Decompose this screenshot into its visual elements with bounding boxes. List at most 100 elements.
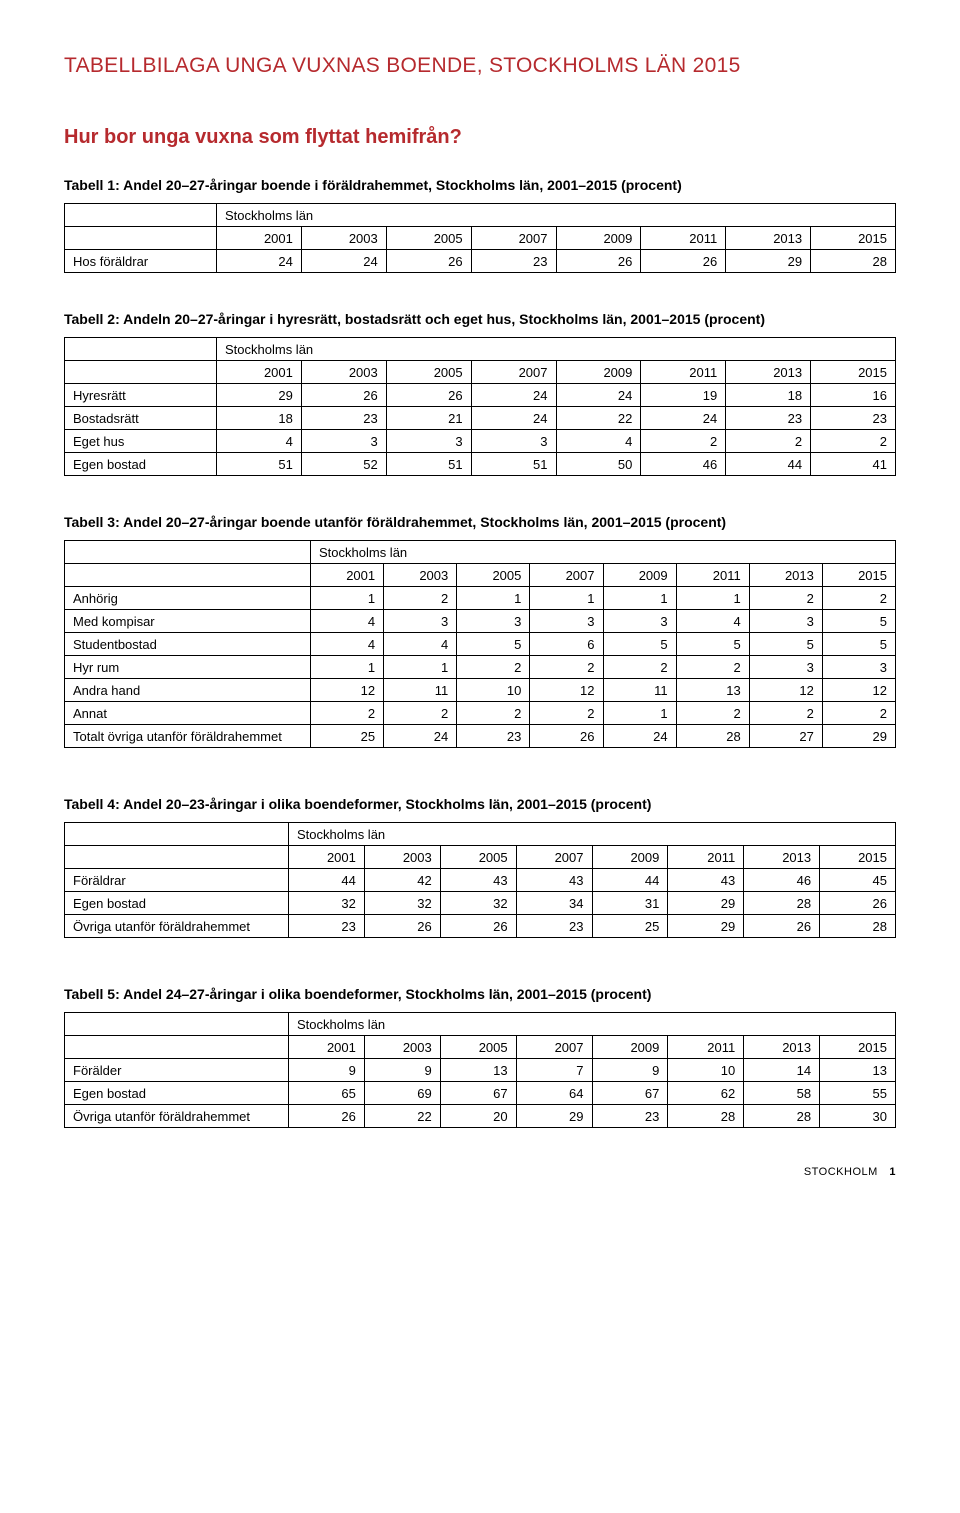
table-cell: 2: [726, 430, 811, 453]
table-row-label: Andra hand: [65, 679, 311, 702]
table-year-header: 2011: [641, 361, 726, 384]
table-5-caption: Tabell 5: Andel 24–27-åringar i olika bo…: [64, 986, 896, 1002]
table-row: Totalt övriga utanför föräldrahemmet2524…: [65, 725, 896, 748]
table-cell: 2: [384, 587, 457, 610]
table-cell: 1: [311, 656, 384, 679]
table-year-header: 2001: [217, 361, 302, 384]
table-4: Stockholms län20012003200520072009201120…: [64, 822, 896, 938]
table-cell: 23: [516, 915, 592, 938]
table-cell: 50: [556, 453, 641, 476]
table-cell: 12: [822, 679, 895, 702]
table-cell: 28: [820, 915, 896, 938]
table-cell: 10: [457, 679, 530, 702]
table-cell: 42: [364, 869, 440, 892]
table-cell: 44: [289, 869, 365, 892]
table-cell: 28: [668, 1105, 744, 1128]
table-row-label: Anhörig: [65, 587, 311, 610]
table-cell: 6: [530, 633, 603, 656]
table-cell: 3: [749, 610, 822, 633]
table-cell: 2: [641, 430, 726, 453]
table-row: Övriga utanför föräldrahemmet23262623252…: [65, 915, 896, 938]
table-cell: 2: [749, 702, 822, 725]
table-cell: 2: [822, 587, 895, 610]
table-cell: 44: [592, 869, 668, 892]
table-corner: [65, 564, 311, 587]
table-row: Studentbostad44565555: [65, 633, 896, 656]
table-cell: 14: [744, 1059, 820, 1082]
table-cell: 4: [311, 610, 384, 633]
table-cell: 26: [386, 250, 471, 273]
table-corner: [65, 541, 311, 564]
table-corner: [65, 1013, 289, 1036]
table-year-header: 2011: [641, 227, 726, 250]
table-year-header: 2005: [440, 846, 516, 869]
table-year-header: 2009: [603, 564, 676, 587]
table-cell: 67: [592, 1082, 668, 1105]
table-cell: 32: [440, 892, 516, 915]
table-row-label: Totalt övriga utanför föräldrahemmet: [65, 725, 311, 748]
table-year-header: 2007: [471, 227, 556, 250]
table-cell: 43: [440, 869, 516, 892]
table-cell: 3: [471, 430, 556, 453]
table-year-header: 2001: [311, 564, 384, 587]
table-corner: [65, 204, 217, 227]
table-cell: 18: [217, 407, 302, 430]
table-row: Föräldrar4442434344434645: [65, 869, 896, 892]
table-cell: 51: [217, 453, 302, 476]
table-cell: 5: [457, 633, 530, 656]
table-cell: 23: [592, 1105, 668, 1128]
table-row: Hyresrätt2926262424191816: [65, 384, 896, 407]
table-cell: 2: [676, 702, 749, 725]
table-cell: 26: [440, 915, 516, 938]
table-cell: 43: [668, 869, 744, 892]
table-2: Stockholms län20012003200520072009201120…: [64, 337, 896, 476]
table-cell: 41: [811, 453, 896, 476]
table-cell: 22: [364, 1105, 440, 1128]
table-year-header: 2015: [811, 361, 896, 384]
table-2-caption: Tabell 2: Andeln 20–27-åringar i hyresrä…: [64, 311, 896, 327]
table-row-label: Egen bostad: [65, 1082, 289, 1105]
table-cell: 26: [641, 250, 726, 273]
table-cell: 5: [749, 633, 822, 656]
table-cell: 19: [641, 384, 726, 407]
table-cell: 2: [311, 702, 384, 725]
table-cell: 2: [811, 430, 896, 453]
table-row-label: Förälder: [65, 1059, 289, 1082]
table-cell: 26: [556, 250, 641, 273]
table-year-header: 2001: [289, 1036, 365, 1059]
table-cell: 43: [516, 869, 592, 892]
table-cell: 29: [668, 892, 744, 915]
table-cell: 3: [822, 656, 895, 679]
footer-region: STOCKHOLM: [804, 1166, 878, 1178]
table-cell: 3: [384, 610, 457, 633]
table-corner: [65, 227, 217, 250]
table-row: Annat22221222: [65, 702, 896, 725]
table-cell: 9: [289, 1059, 365, 1082]
table-cell: 4: [217, 430, 302, 453]
table-cell: 24: [556, 384, 641, 407]
table-cell: 1: [311, 587, 384, 610]
table-row-label: Hyr rum: [65, 656, 311, 679]
table-cell: 13: [676, 679, 749, 702]
table-cell: 2: [822, 702, 895, 725]
table-cell: 69: [364, 1082, 440, 1105]
table-cell: 25: [592, 915, 668, 938]
table-cell: 21: [386, 407, 471, 430]
table-cell: 12: [311, 679, 384, 702]
table-year-header: 2013: [744, 846, 820, 869]
table-row: Eget hus43334222: [65, 430, 896, 453]
table-year-header: 2003: [364, 1036, 440, 1059]
table-region-header: Stockholms län: [289, 1013, 896, 1036]
table-cell: 13: [440, 1059, 516, 1082]
table-cell: 23: [457, 725, 530, 748]
table-cell: 29: [516, 1105, 592, 1128]
table-2-block: Tabell 2: Andeln 20–27-åringar i hyresrä…: [64, 311, 896, 476]
table-3-block: Tabell 3: Andel 20–27-åringar boende uta…: [64, 514, 896, 748]
table-corner: [65, 823, 289, 846]
table-row-label: Bostadsrätt: [65, 407, 217, 430]
table-cell: 1: [603, 702, 676, 725]
table-cell: 3: [603, 610, 676, 633]
table-cell: 2: [530, 702, 603, 725]
table-year-header: 2011: [676, 564, 749, 587]
table-cell: 12: [530, 679, 603, 702]
